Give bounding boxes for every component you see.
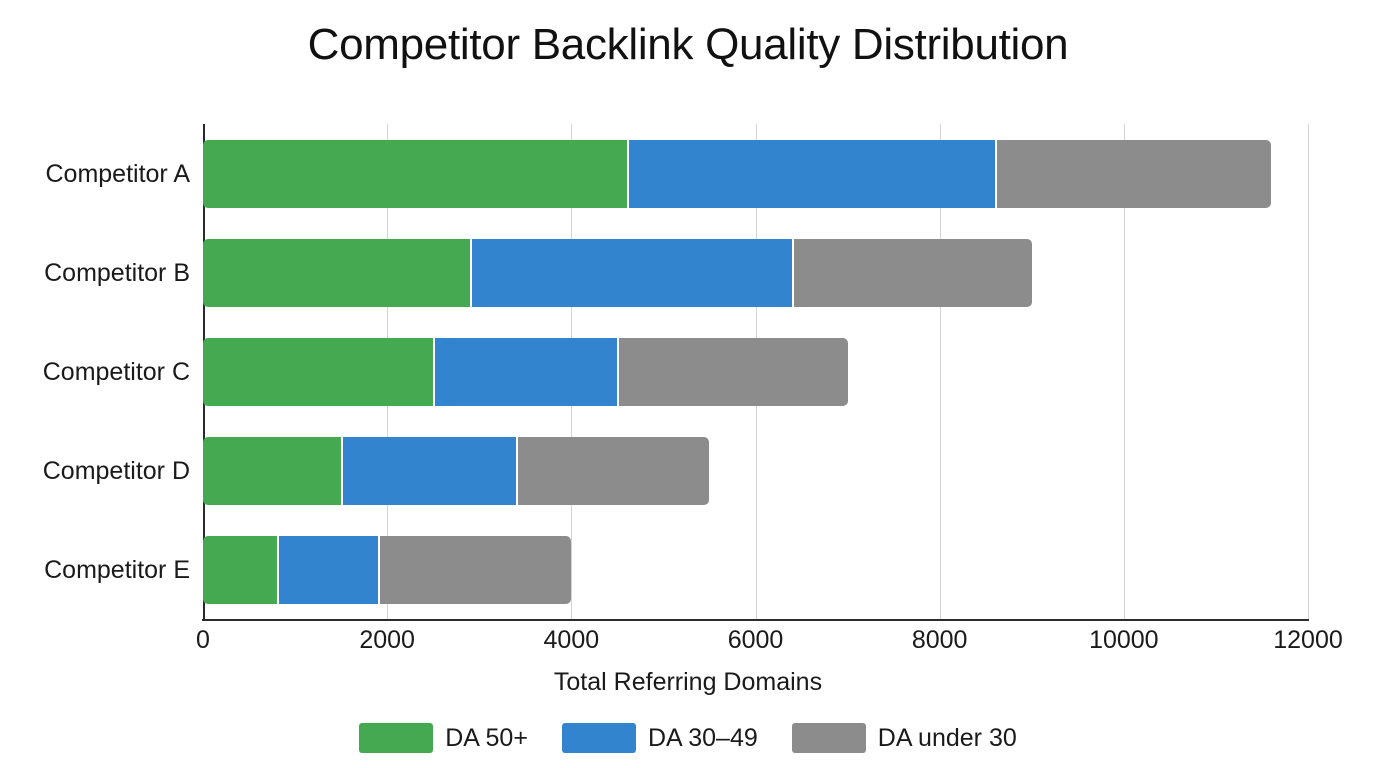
bar-segment-da-30-49[interactable] (472, 238, 793, 307)
stacked-bar[interactable] (203, 139, 1272, 208)
stacked-bar[interactable] (203, 337, 848, 406)
legend-swatch-icon (359, 723, 434, 753)
bar-segment-da-under-30[interactable] (996, 139, 1272, 208)
bar-rows (203, 124, 1308, 619)
legend-label: DA under 30 (877, 723, 1017, 752)
legend-swatch-icon (561, 723, 636, 753)
bar-segment-da-under-30[interactable] (518, 436, 710, 505)
bar-segment-da-50[interactable] (203, 238, 471, 307)
bar-segment-da-30-49[interactable] (435, 337, 618, 406)
bar-segment-da-50[interactable] (203, 436, 342, 505)
bar-segment-da-under-30[interactable] (379, 535, 572, 604)
x-axis-tick-label: 10000 (1089, 626, 1159, 654)
x-axis-line (202, 619, 1309, 621)
legend-label: DA 30–49 (647, 723, 758, 752)
gridline-10000 (1123, 124, 1125, 619)
x-axis-tick-label: 6000 (727, 626, 784, 654)
bar-row (203, 520, 1308, 619)
x-axis-title: Total Referring Domains (553, 668, 823, 696)
bar-segment-da-under-30[interactable] (794, 238, 1032, 307)
plot-area (202, 124, 1309, 621)
x-axis-tick-label: 2000 (359, 626, 415, 654)
bar-row (203, 421, 1308, 520)
bar-segment-da-30-49[interactable] (278, 535, 378, 604)
y-axis-tick-label: Competitor D (42, 456, 190, 485)
gridline-8000 (939, 124, 941, 619)
y-axis-tick-label: Competitor E (44, 555, 190, 584)
legend-label: DA 50+ (445, 723, 528, 752)
stacked-bar[interactable] (203, 238, 1032, 307)
bar-row (203, 322, 1308, 421)
y-axis-tick-label: Competitor B (44, 258, 190, 287)
stacked-bar[interactable] (203, 535, 572, 604)
legend-item[interactable]: DA 50+ (359, 723, 528, 753)
bar-segment-da-50[interactable] (203, 535, 277, 604)
bar-segment-da-50[interactable] (203, 337, 434, 406)
bar-segment-da-30-49[interactable] (628, 139, 995, 208)
gridline-12000 (1308, 124, 1309, 619)
chart-title: Competitor Backlink Quality Distribution (307, 20, 1069, 69)
legend-item[interactable]: DA 30–49 (561, 723, 758, 753)
legend-item[interactable]: DA under 30 (791, 723, 1017, 753)
bar-row (203, 223, 1308, 322)
bar-segment-da-50[interactable] (203, 139, 627, 208)
x-axis-tick-label: 4000 (543, 626, 600, 654)
bar-segment-da-30-49[interactable] (343, 436, 517, 505)
legend-swatch-icon (791, 723, 866, 753)
x-axis-tick-label: 0 (196, 626, 210, 654)
chart-legend: DA 50+ DA 30–49 DA under 30 (0, 723, 1376, 753)
x-axis-tick-label: 8000 (911, 626, 968, 654)
bar-segment-da-under-30[interactable] (619, 337, 848, 406)
bar-row (203, 124, 1308, 223)
y-axis-tick-label: Competitor A (45, 159, 190, 188)
x-axis-tick-label: 12000 (1273, 626, 1343, 654)
stacked-bar[interactable] (203, 436, 710, 505)
y-axis-tick-label: Competitor C (42, 357, 190, 386)
